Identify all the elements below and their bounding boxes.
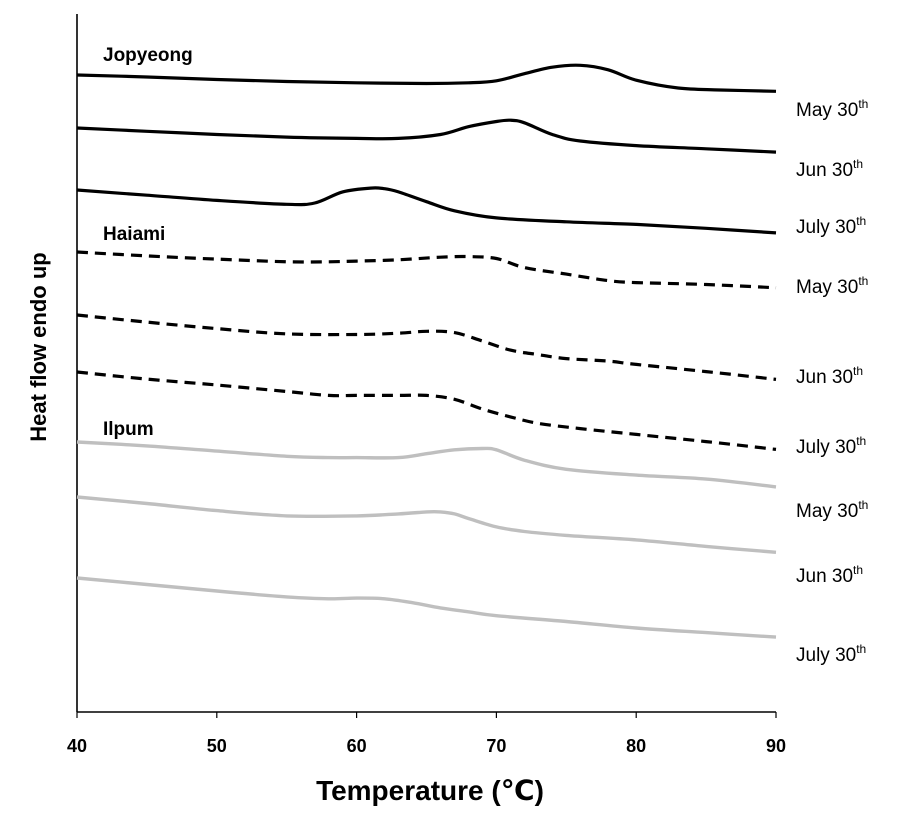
x-tick-label: 40: [67, 736, 87, 756]
curve-ilpum-3: [76, 576, 777, 639]
group-label-ilpum: Ilpum: [103, 419, 154, 440]
curve-haiami-1: [76, 250, 777, 290]
x-tick-label: 70: [486, 736, 506, 756]
group-label-haiami: Haiami: [103, 224, 165, 245]
curve-date-label: July 30th: [796, 214, 866, 238]
curve-labels: May 30th Jun 30th July 30th May 30th Jun 30t…: [796, 97, 868, 666]
curve-ilpum-1: [76, 440, 777, 489]
x-tick-label: 90: [766, 736, 786, 756]
curves: [76, 63, 777, 639]
curve-date-label: July 30th: [796, 642, 866, 666]
curve-haiami-3: [76, 370, 777, 451]
curve-date-label: Jun 30th: [796, 364, 863, 388]
x-tick-label: 50: [207, 736, 227, 756]
x-axis-title: Temperature (℃): [316, 775, 544, 806]
x-axis-ticks: 40 50 60 70 80 90: [67, 712, 786, 756]
x-tick-label: 60: [347, 736, 367, 756]
curve-date-label: Jun 30th: [796, 157, 863, 181]
curve-date-label: May 30th: [796, 97, 868, 121]
group-label-jopyeong: Jopyeong: [103, 45, 193, 66]
y-axis-title: Heat flow endo up: [26, 252, 51, 441]
curve-jopyeong-3: [76, 186, 777, 235]
x-tick-label: 80: [626, 736, 646, 756]
curve-date-label: May 30th: [796, 274, 868, 298]
curve-haiami-2: [76, 313, 777, 381]
curve-ilpum-2: [76, 495, 777, 554]
curve-date-label: May 30th: [796, 498, 868, 522]
group-labels: Jopyeong Haiami Ilpum: [103, 45, 193, 440]
curve-jopyeong-1: [76, 63, 777, 93]
curve-jopyeong-2: [76, 118, 777, 154]
curve-date-label: July 30th: [796, 434, 866, 458]
curve-date-label: Jun 30th: [796, 563, 863, 587]
